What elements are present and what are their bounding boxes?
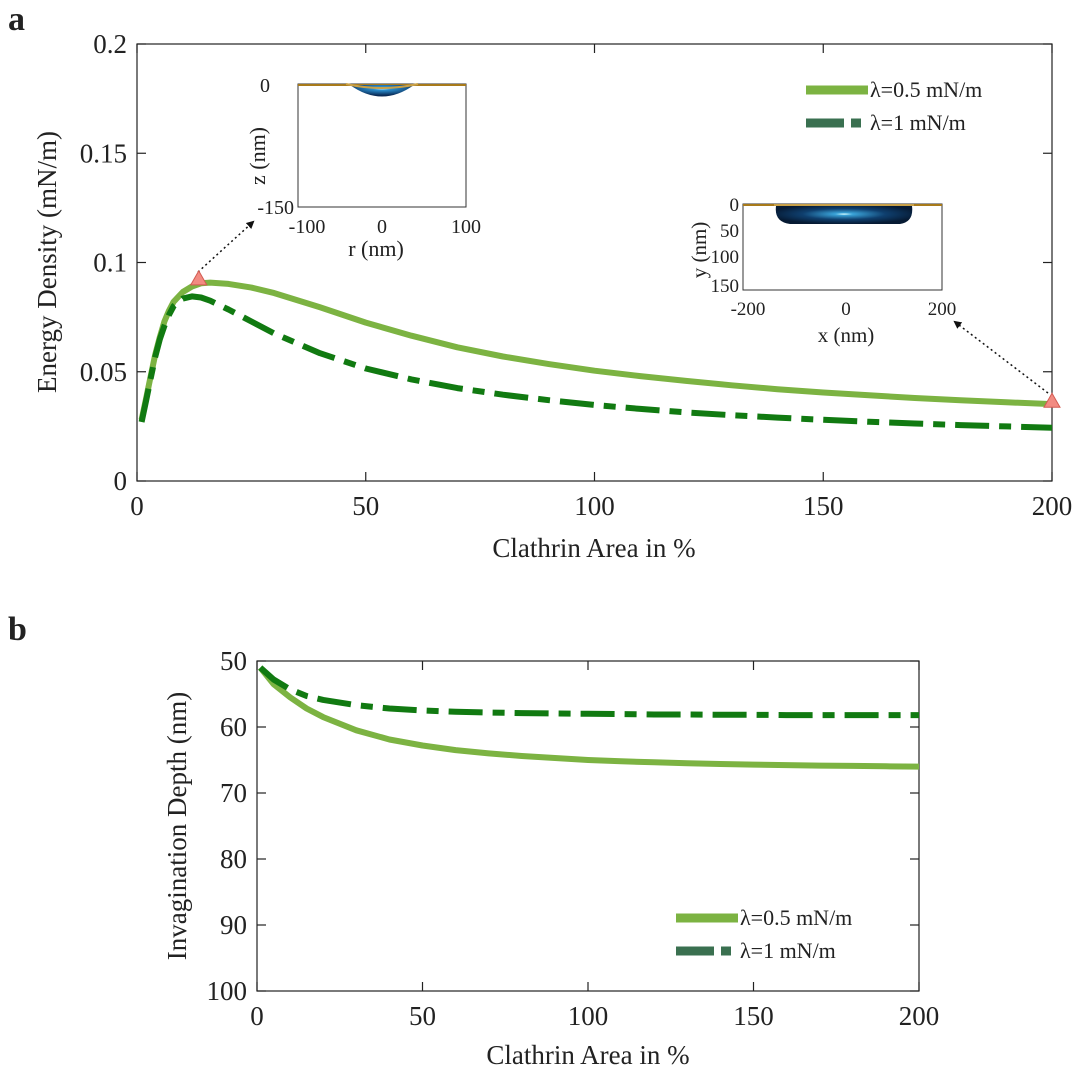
inset-2-xlabel: x (nm) xyxy=(818,323,875,347)
y-axis-label-a: Energy Density (mN/m) xyxy=(32,131,62,393)
y-tick-label: 0.2 xyxy=(93,29,127,59)
x-tick-label: 200 xyxy=(899,1001,940,1031)
inset-1-ytick-0: 0 xyxy=(260,75,270,97)
series-line-1 xyxy=(138,279,1053,421)
y-tick-label: 60 xyxy=(220,712,247,742)
panel-label-a: a xyxy=(8,1,25,38)
y-tick-label: 80 xyxy=(220,844,247,874)
series-group-a xyxy=(138,279,1053,431)
inset-2-ytick-3: 150 xyxy=(711,276,740,297)
series-line-1 xyxy=(257,665,920,770)
y-tick-label: 0 xyxy=(114,466,128,496)
y-tick-label: 70 xyxy=(220,778,247,808)
y-tick-label: 0.15 xyxy=(80,138,127,168)
inset-1-coat-rim xyxy=(345,83,419,89)
y-axis-ticks-b: 50 60 70 80 90 100 xyxy=(207,646,919,1006)
inset-1-xtick-0: -100 xyxy=(289,216,326,238)
inset-2-ytick-2: 100 xyxy=(711,247,740,268)
series-line-2 xyxy=(258,665,919,719)
x-tick-label: 50 xyxy=(409,1001,436,1031)
inset-1-ylabel: z (nm) xyxy=(245,127,270,185)
x-tick-label: 100 xyxy=(568,1001,609,1031)
x-tick-label: 50 xyxy=(352,491,379,521)
inset-2-ytick-0: 0 xyxy=(730,195,740,216)
y-tick-label: 90 xyxy=(220,910,247,940)
x-tick-label: 200 xyxy=(1032,491,1073,521)
legend-a-entry-2: λ=1 mN/m xyxy=(870,110,966,135)
y-tick-label: 0.05 xyxy=(80,357,127,387)
inset-1-xtick-2: 100 xyxy=(451,216,481,238)
series-group-b xyxy=(257,665,920,770)
chart-panel-b: 0 50 100 150 200 50 60 70 80 90 100 Clathrin Area… xyxy=(162,646,939,1070)
inset-1-xlabel: r (nm) xyxy=(348,236,404,261)
series-line-2 xyxy=(138,293,1053,431)
panel-label-b: b xyxy=(8,611,27,648)
inset-2-xtick-2: 200 xyxy=(928,299,957,320)
inset-1-frame xyxy=(297,83,467,208)
x-tick-label: 150 xyxy=(803,491,844,521)
inset-1-ytick-1: -150 xyxy=(257,197,294,219)
legend-b-entry-2: λ=1 mN/m xyxy=(740,938,836,963)
y-tick-label: 50 xyxy=(220,646,247,676)
y-tick-label: 100 xyxy=(207,976,248,1006)
inset-2-xtick-0: -200 xyxy=(731,299,766,320)
chart-panel-a: 0 50 100 150 200 0 0.05 0.1 0.15 0.2 Clathrin Ar… xyxy=(32,29,1072,563)
legend-a-entry-1: λ=0.5 mN/m xyxy=(870,77,982,102)
highlight-marker-1 xyxy=(189,269,208,286)
highlight-marker-2 xyxy=(1043,392,1061,408)
x-axis-label-b: Clathrin Area in % xyxy=(486,1040,689,1070)
x-tick-label: 0 xyxy=(130,491,144,521)
inset-shape-2: 0 50 100 150 -200 0 200 x (nm) y (nm) xyxy=(687,195,956,347)
inset-2-arrow xyxy=(953,320,1049,394)
x-tick-label: 0 xyxy=(250,1001,264,1031)
markers-a xyxy=(189,269,1061,408)
y-tick-label: 0.1 xyxy=(93,248,127,278)
x-axis-label-a: Clathrin Area in % xyxy=(492,533,695,563)
x-tick-label: 100 xyxy=(574,491,615,521)
inset-1-xtick-1: 0 xyxy=(377,216,387,238)
inset-1-arrow xyxy=(197,220,255,273)
inset-2-ylabel: y (nm) xyxy=(687,222,711,279)
x-axis-ticks-b: 0 50 100 150 200 xyxy=(250,661,939,1031)
legend-b-entry-1: λ=0.5 mN/m xyxy=(740,905,852,930)
y-axis-label-b: Invagination Depth (nm) xyxy=(162,692,192,960)
x-axis-ticks-a: 0 50 100 150 200 xyxy=(130,44,1072,521)
y-axis-ticks-a: 0 0.05 0.1 0.15 0.2 xyxy=(80,29,1052,496)
inset-shape-1: 0 -150 -100 0 100 r (nm) z (nm) xyxy=(245,75,481,261)
inset-2-vesicle xyxy=(775,206,913,224)
legend-b: λ=0.5 mN/m λ=1 mN/m xyxy=(676,905,852,963)
x-tick-label: 150 xyxy=(733,1001,774,1031)
inset-2-xtick-1: 0 xyxy=(841,299,851,320)
legend-a: λ=0.5 mN/m λ=1 mN/m xyxy=(806,77,982,135)
inset-2-ytick-1: 50 xyxy=(720,221,739,242)
